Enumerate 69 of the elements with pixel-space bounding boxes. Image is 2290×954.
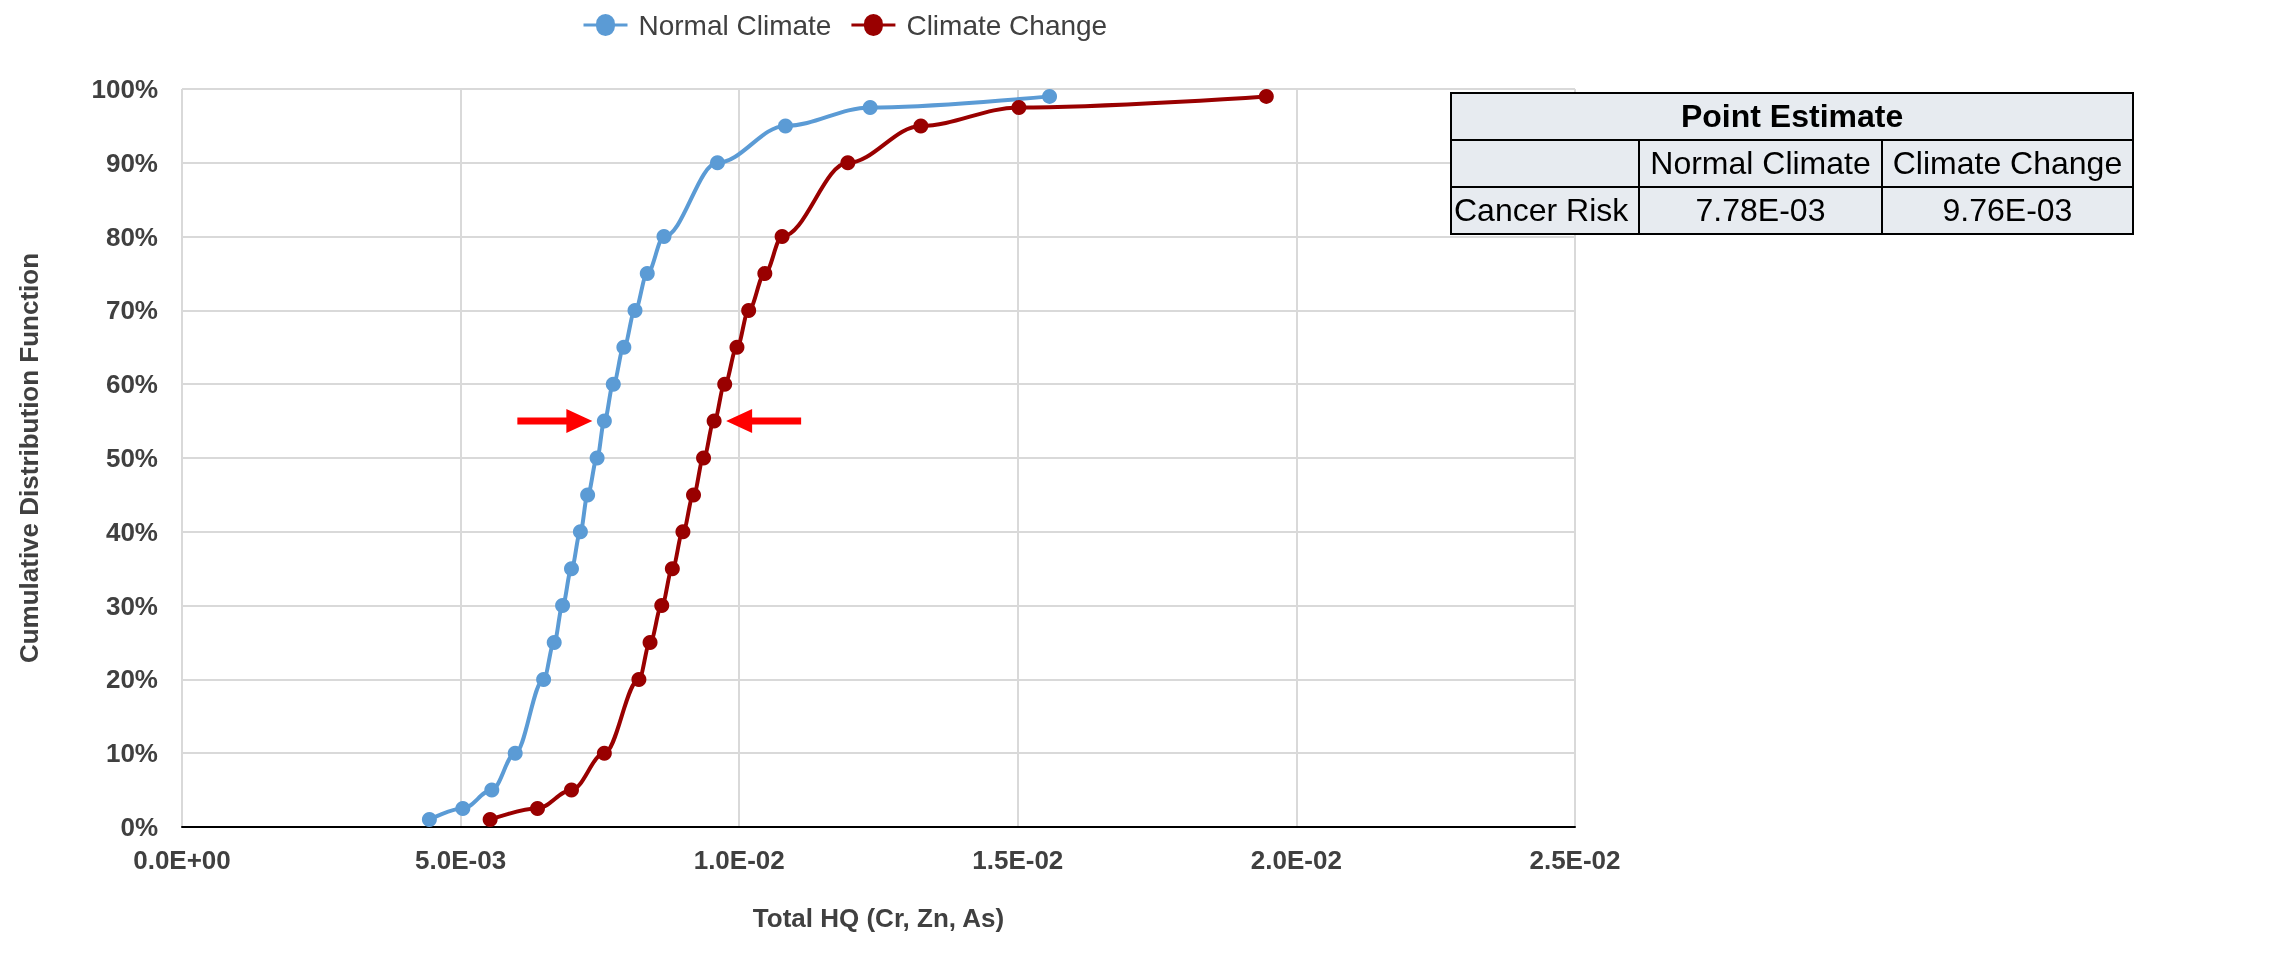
point: [564, 561, 579, 577]
x-tick-label: 5.0E-03: [415, 845, 507, 875]
x-tick-label: 1.5E-02: [972, 845, 1064, 875]
x-tick-label: 1.0E-02: [693, 845, 785, 875]
x-tick-label: 2.5E-02: [1529, 845, 1621, 875]
point: [580, 487, 596, 503]
y-tick-label: 50%: [105, 443, 158, 473]
text: 9.76E-03: [1942, 192, 2073, 228]
legend-label: Climate Change: [906, 9, 1108, 41]
category-label: Cancer Risk: [1454, 192, 1629, 228]
x-tick-label: 2.0E-02: [1250, 845, 1342, 875]
point: [507, 745, 523, 761]
point: [741, 302, 757, 318]
point: [654, 598, 670, 614]
y-tick-label: 10%: [105, 738, 158, 769]
x-tick-label: 0.0E+00: [133, 845, 231, 875]
point: [717, 376, 733, 392]
point: [589, 450, 605, 466]
point: [421, 812, 437, 828]
point: [774, 229, 790, 245]
point: [656, 229, 672, 245]
point: [631, 671, 647, 687]
point: [757, 266, 773, 281]
y-tick-label: 30%: [105, 590, 158, 621]
point: [484, 782, 500, 798]
y-tick-label: 40%: [105, 516, 158, 547]
text: 7.78E-03: [1695, 192, 1826, 228]
y-tick-label: 70%: [105, 295, 158, 326]
point: [555, 598, 571, 614]
text: Point Estimate: [1451, 93, 2134, 140]
point: [546, 635, 562, 650]
y-tick-label: 90%: [105, 147, 158, 178]
point: [777, 118, 793, 134]
y-tick-label: 0%: [120, 812, 158, 842]
point: [686, 487, 702, 503]
point: [639, 266, 655, 281]
point: [455, 801, 471, 817]
point: [862, 99, 878, 115]
category-label: Climate Change: [1881, 140, 2134, 187]
y-tick-label: 60%: [105, 369, 158, 400]
point: [913, 118, 929, 134]
point: [706, 413, 722, 429]
point: [627, 302, 643, 318]
point: [482, 812, 498, 828]
point: [596, 745, 612, 761]
point: [675, 524, 691, 540]
y-axis-title: Cumulative Distribution Function: [14, 252, 44, 664]
point: [616, 339, 632, 355]
point: [596, 413, 612, 429]
point: [696, 450, 712, 466]
point: [605, 376, 621, 392]
point: [1042, 88, 1058, 104]
category-label: Normal Climate: [1639, 140, 1882, 187]
x-axis-title: Total HQ (Cr, Zn, As): [752, 903, 1005, 933]
point: [536, 671, 552, 687]
point: [564, 782, 579, 798]
point: [840, 155, 856, 171]
y-tick-label: 100%: [91, 74, 158, 104]
point: [664, 561, 680, 577]
point: [729, 339, 745, 355]
point: [572, 524, 588, 540]
legend-label: Normal Climate: [638, 9, 832, 41]
point: [642, 635, 658, 650]
point: [709, 155, 725, 171]
y-tick-label: 20%: [105, 664, 158, 695]
y-tick-label: 80%: [105, 221, 158, 252]
point: [530, 801, 545, 817]
point: [1011, 99, 1027, 115]
point: [1258, 88, 1274, 104]
